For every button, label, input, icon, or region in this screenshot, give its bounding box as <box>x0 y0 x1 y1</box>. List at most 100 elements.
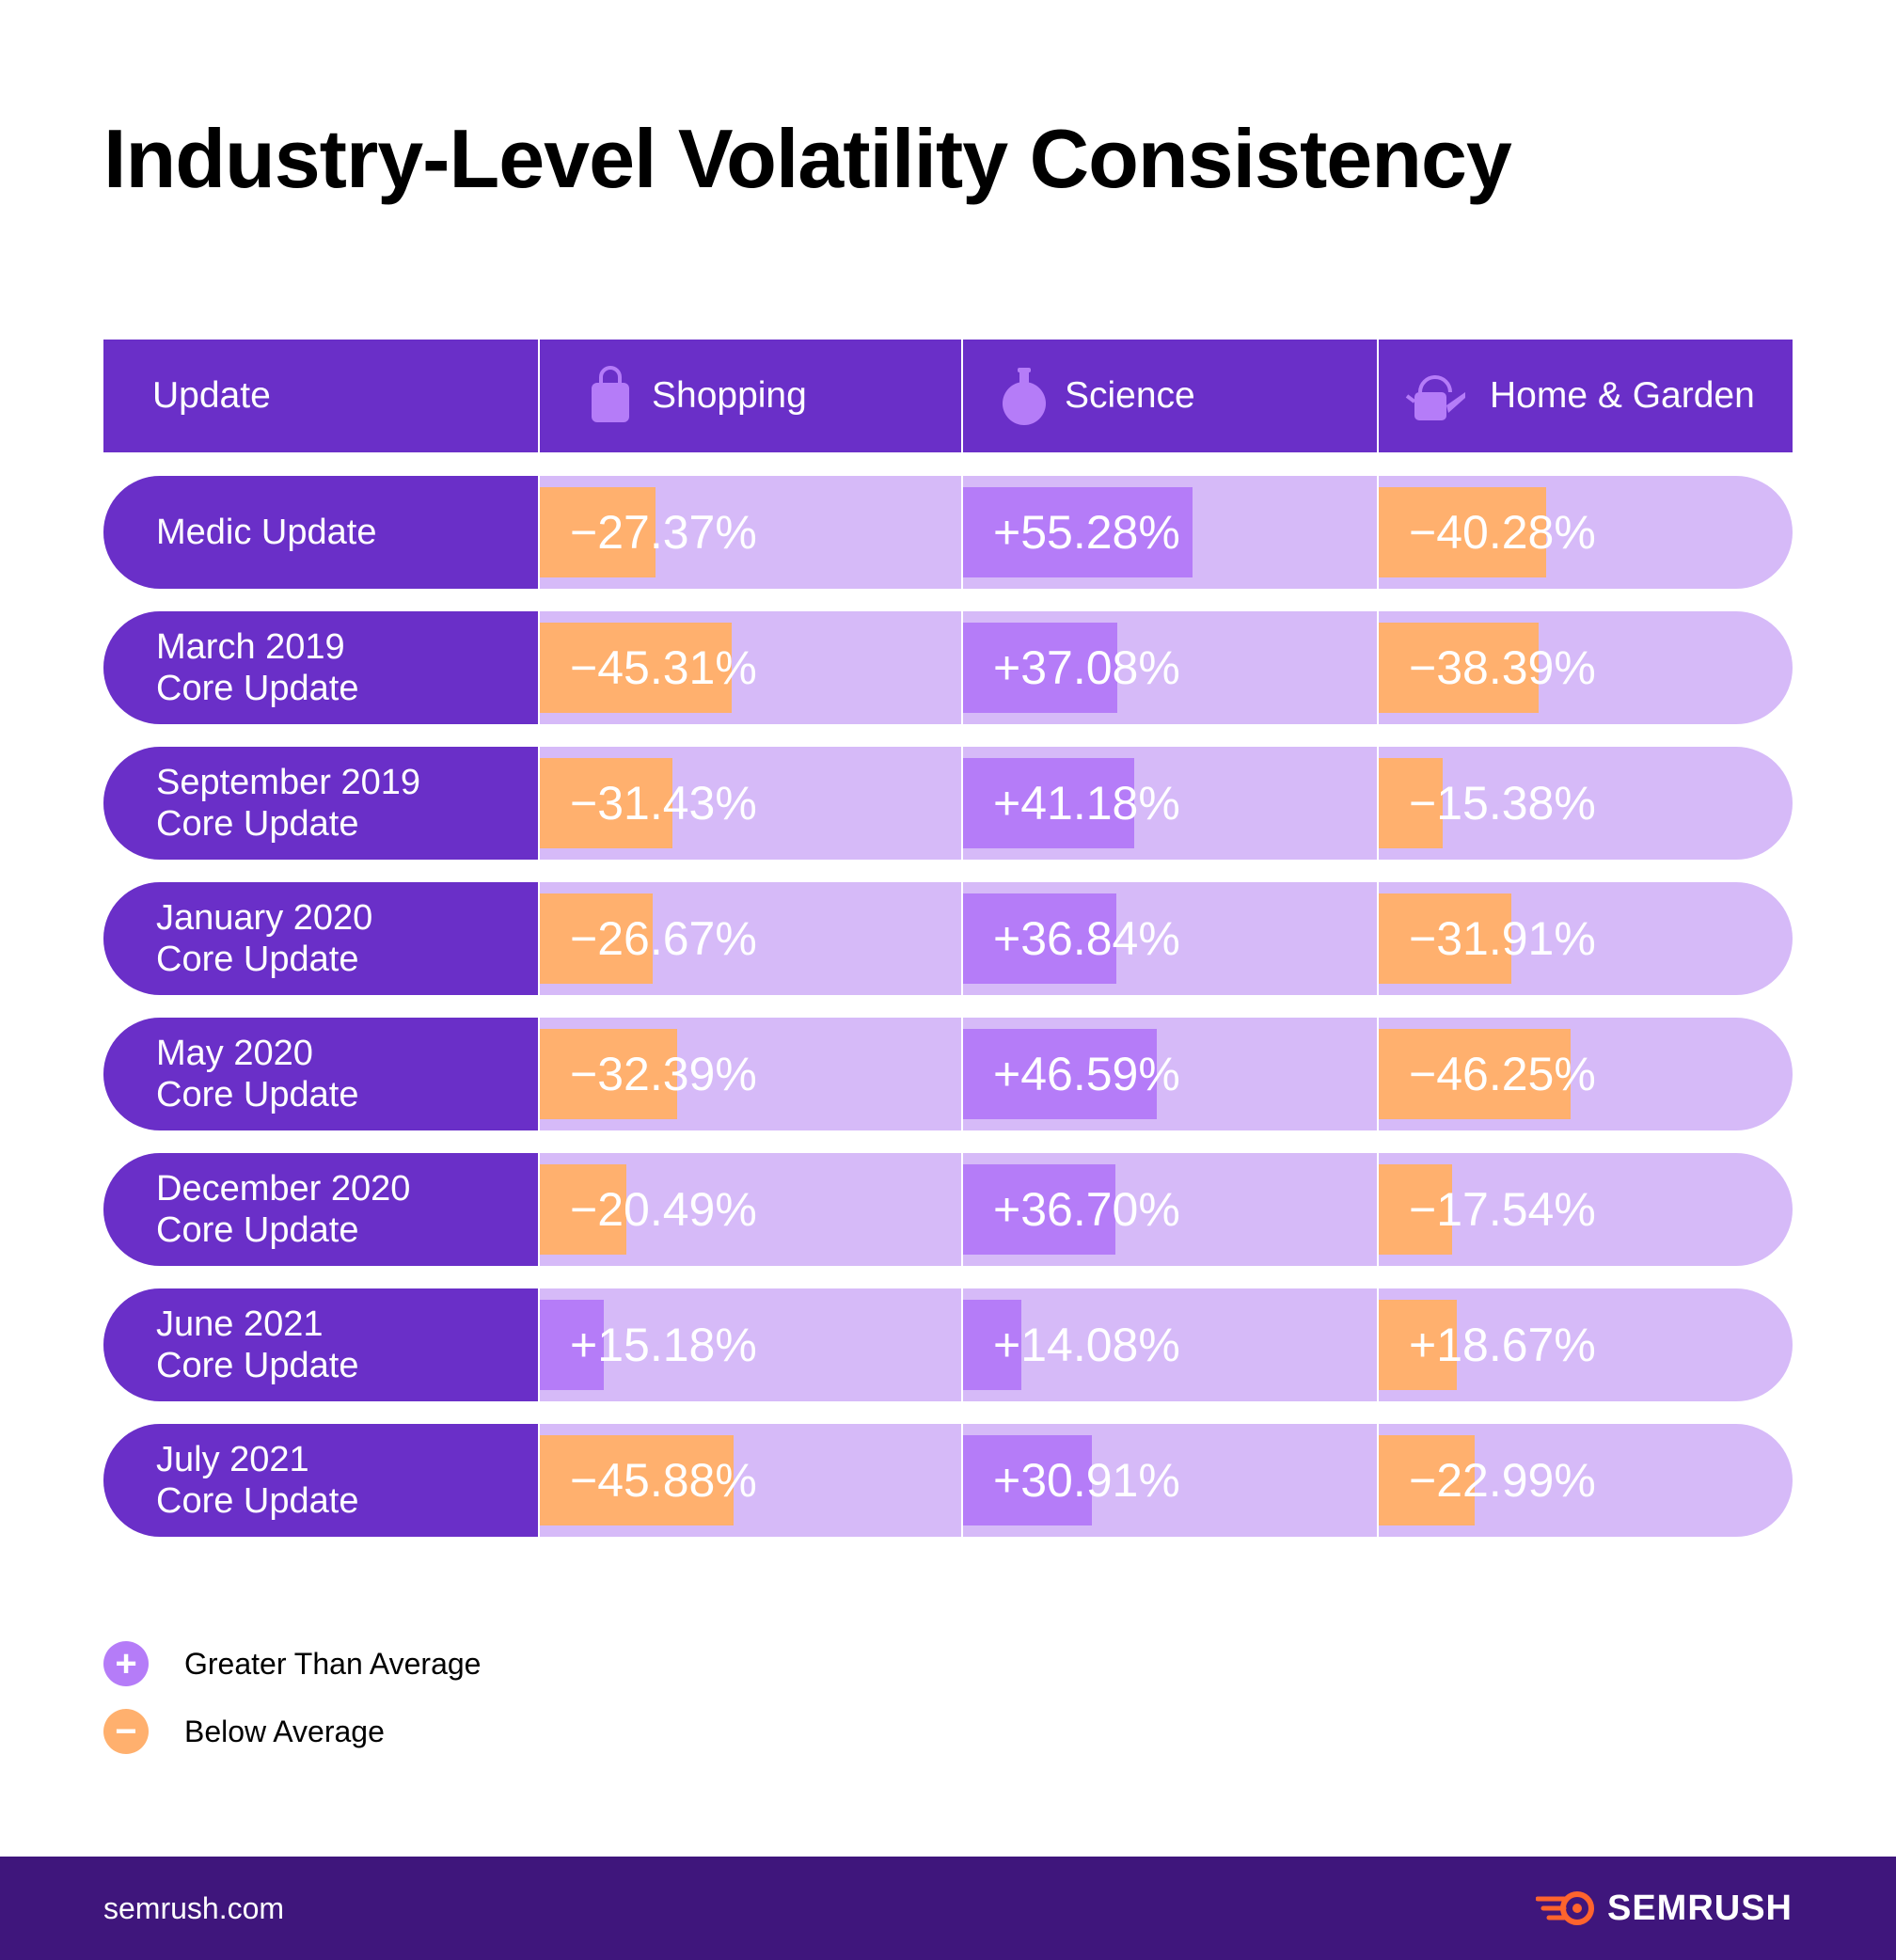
bar-science <box>963 1164 1115 1255</box>
column-divider <box>961 611 963 724</box>
legend-label: Greater Than Average <box>184 1646 482 1681</box>
row-label-line: Core Update <box>156 1346 359 1385</box>
value-science: +30.91% <box>993 1454 1180 1507</box>
row-label-line: January 2020 <box>156 898 373 938</box>
bar-science <box>963 623 1117 713</box>
value-science: +36.84% <box>993 912 1180 965</box>
column-divider <box>1377 611 1379 724</box>
brand-name: SEMRUSH <box>1606 1888 1793 1928</box>
column-divider <box>538 1288 540 1401</box>
column-divider <box>961 1153 963 1266</box>
row-label-line: Core Update <box>156 1210 359 1250</box>
column-divider <box>961 1288 963 1401</box>
column-divider <box>1377 882 1379 995</box>
column-divider <box>1377 747 1379 860</box>
bar-home-garden <box>1379 1029 1571 1119</box>
legend-item-above: + Greater Than Average <box>103 1641 481 1686</box>
value-shopping: −20.49% <box>570 1183 757 1236</box>
value-home-garden: −40.28% <box>1409 506 1596 559</box>
bar-science <box>963 1029 1157 1119</box>
column-divider <box>1377 476 1379 589</box>
value-science: +41.18% <box>993 777 1180 830</box>
column-divider <box>1377 1153 1379 1266</box>
column-divider <box>538 1153 540 1266</box>
bar-shopping <box>540 1164 626 1255</box>
row-label-line: June 2021 <box>156 1304 324 1344</box>
row-label: December 2020 Core Update <box>103 1153 538 1266</box>
column-divider <box>538 476 540 589</box>
table-row: September 2019 Core Update −31.43% +41.18% −… <box>103 747 1793 860</box>
column-divider <box>538 747 540 860</box>
column-divider <box>1377 1018 1379 1130</box>
value-science: +37.08% <box>993 641 1180 694</box>
bar-shopping <box>540 758 672 848</box>
legend-item-below: − Below Average <box>103 1709 385 1754</box>
column-divider <box>538 1424 540 1537</box>
bar-shopping <box>540 893 653 984</box>
data-table: Medic Update −27.37% +55.28% −40.28% March 2… <box>103 476 1793 1539</box>
value-shopping: −26.67% <box>570 912 757 965</box>
bar-science <box>963 487 1193 577</box>
value-shopping: −31.43% <box>570 777 757 830</box>
row-label: June 2021 Core Update <box>103 1288 538 1401</box>
minus-icon: − <box>103 1709 149 1754</box>
table-row: December 2020 Core Update −20.49% +36.70% −1… <box>103 1153 1793 1266</box>
value-shopping: +15.18% <box>570 1319 757 1371</box>
bar-home-garden <box>1379 893 1511 984</box>
value-home-garden: −22.99% <box>1409 1454 1596 1507</box>
column-divider <box>1377 1424 1379 1537</box>
column-divider <box>961 476 963 589</box>
row-label-line: Medic Update <box>156 513 377 552</box>
value-home-garden: −15.38% <box>1409 777 1596 830</box>
bar-shopping <box>540 487 656 577</box>
bar-science <box>963 1300 1021 1390</box>
row-label: September 2019 Core Update <box>103 747 538 860</box>
footer: semrush.com SEMRUSH <box>0 1857 1896 1960</box>
row-label-line: September 2019 <box>156 763 420 802</box>
row-label: March 2019 Core Update <box>103 611 538 724</box>
column-divider <box>961 882 963 995</box>
value-shopping: −27.37% <box>570 506 757 559</box>
bar-shopping <box>540 1435 734 1525</box>
column-divider <box>961 747 963 860</box>
bar-home-garden <box>1379 1435 1475 1525</box>
table-row: June 2021 Core Update +15.18% +14.08% +18.67… <box>103 1288 1793 1401</box>
table-row: May 2020 Core Update −32.39% +46.59% −46.25% <box>103 1018 1793 1130</box>
bar-science <box>963 758 1134 848</box>
value-science: +55.28% <box>993 506 1180 559</box>
header-divider <box>1377 340 1379 452</box>
bar-shopping <box>540 623 732 713</box>
value-home-garden: −46.25% <box>1409 1048 1596 1100</box>
row-label-line: May 2020 <box>156 1034 313 1073</box>
table-row: July 2021 Core Update −45.88% +30.91% −22.99… <box>103 1424 1793 1537</box>
column-divider <box>961 1424 963 1537</box>
column-divider <box>538 882 540 995</box>
row-label-line: Core Update <box>156 1075 359 1114</box>
flask-icon <box>1003 368 1046 425</box>
value-shopping: −45.88% <box>570 1454 757 1507</box>
row-label-line: Core Update <box>156 804 359 844</box>
column-divider <box>538 1018 540 1130</box>
row-label-line: December 2020 <box>156 1169 411 1209</box>
table-row: January 2020 Core Update −26.67% +36.84% −31… <box>103 882 1793 995</box>
row-label-line: Core Update <box>156 940 359 979</box>
bar-home-garden <box>1379 623 1539 713</box>
column-divider <box>961 1018 963 1130</box>
bar-home-garden <box>1379 1164 1452 1255</box>
column-divider <box>1377 1288 1379 1401</box>
bar-science <box>963 893 1116 984</box>
row-label: Medic Update <box>103 476 538 589</box>
header-column-shopping: Shopping <box>652 375 807 416</box>
value-science: +46.59% <box>993 1048 1180 1100</box>
table-header: Update Shopping Science Home & Garden <box>103 340 1793 452</box>
value-science: +36.70% <box>993 1183 1180 1236</box>
row-label-line: July 2021 <box>156 1440 309 1479</box>
value-science: +14.08% <box>993 1319 1180 1371</box>
brand-logo: SEMRUSH <box>1535 1857 1793 1960</box>
bar-home-garden <box>1379 1300 1457 1390</box>
value-home-garden: −38.39% <box>1409 641 1596 694</box>
table-row: Medic Update −27.37% +55.28% −40.28% <box>103 476 1793 589</box>
header-update-label: Update <box>152 375 271 416</box>
bar-science <box>963 1435 1092 1525</box>
bar-home-garden <box>1379 487 1546 577</box>
